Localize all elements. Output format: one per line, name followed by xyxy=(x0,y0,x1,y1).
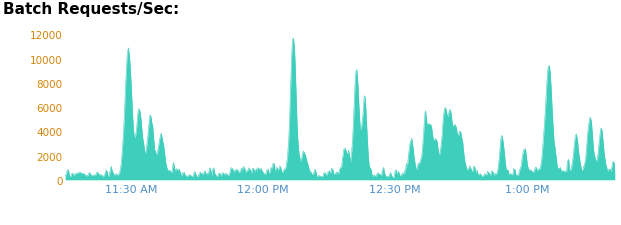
Text: Batch Requests/Sec:: Batch Requests/Sec: xyxy=(3,2,179,17)
